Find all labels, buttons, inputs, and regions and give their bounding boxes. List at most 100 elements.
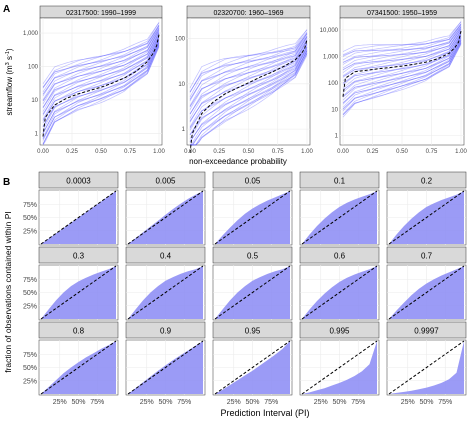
- ensemble-line: [189, 40, 308, 115]
- facet-0.5: 0.5: [212, 246, 293, 321]
- ensemble-line: [42, 47, 160, 145]
- ensemble-line: [342, 29, 462, 71]
- ensemble-line: [42, 41, 160, 138]
- facet-label: 0.995: [329, 327, 350, 336]
- ensemble-line: [342, 37, 462, 97]
- ensemble-line: [42, 35, 160, 116]
- facet-strip: [125, 321, 206, 339]
- ensemble-line: [42, 37, 160, 124]
- y-tick-label: 1,000: [23, 31, 39, 37]
- y-tick-label: 75%: [23, 352, 37, 359]
- ensemble-line: [42, 30, 160, 104]
- ensemble-line: [189, 36, 308, 115]
- ensemble-line: [342, 42, 462, 116]
- x-tick-label: 50%: [332, 399, 346, 406]
- reference-line: [127, 265, 204, 320]
- x-tick-label: 25%: [314, 399, 328, 406]
- panel-a-tag: A: [3, 4, 10, 15]
- reference-line: [214, 340, 291, 395]
- x-tick-label: 25%: [227, 399, 241, 406]
- panel-a-xlabel: non-exceedance probability: [189, 157, 287, 166]
- ensemble-line: [189, 46, 308, 139]
- ensemble-line: [189, 47, 308, 136]
- facet-strip: [299, 321, 380, 339]
- x-tick-label: 75%: [90, 399, 104, 406]
- ensemble-line: [42, 43, 160, 145]
- y-tick-label: 10: [178, 82, 185, 88]
- ensemble-line: [42, 25, 160, 95]
- ensemble-line: [342, 43, 462, 118]
- x-tick-label: 0.00: [37, 149, 49, 155]
- facet-0.0003: 0.0003 25% 50% 75%: [23, 171, 119, 246]
- ensemble-line: [189, 29, 308, 89]
- facet-strip: [125, 246, 206, 264]
- facet-strip: [299, 171, 380, 189]
- facet-strip: [386, 171, 467, 189]
- facet-label: 0.1: [334, 177, 346, 186]
- reference-line: [214, 265, 291, 320]
- y-tick-label: 10: [31, 98, 38, 104]
- ensemble-line: [42, 28, 160, 102]
- ensemble-line: [189, 46, 308, 143]
- ensemble-line: [42, 35, 160, 115]
- ensemble-line: [342, 37, 462, 101]
- ensemble-line: [42, 39, 160, 128]
- ensemble-line: [342, 35, 462, 97]
- panel-a-plots: 02317500: 1990–1999 0.00 0.25 0.50 0.75 1.00 1…: [23, 5, 467, 155]
- facet-0.005: 0.005: [125, 171, 206, 246]
- ensemble-line: [190, 50, 308, 146]
- ensemble-line: [189, 34, 308, 106]
- ensemble-line: [42, 22, 160, 88]
- ensemble-line: [342, 23, 462, 56]
- ensemble-line: [42, 34, 160, 120]
- facet-0.9997: 0.9997 25% 50% 75%: [386, 321, 467, 406]
- ensemble-line: [42, 25, 160, 89]
- y-tick-label: 75%: [23, 202, 37, 209]
- observed-flow-line: [342, 30, 462, 97]
- facet-label: 0.9997: [414, 327, 439, 336]
- ensemble-line: [189, 53, 308, 146]
- ensemble-line: [342, 24, 462, 57]
- facet-strip: [212, 246, 293, 264]
- ensemble-line: [189, 35, 308, 102]
- x-tick-label: 75%: [264, 399, 278, 406]
- facet-label: 0.9: [160, 327, 172, 336]
- x-tick-label: 50%: [419, 399, 433, 406]
- ensemble-line: [342, 37, 462, 103]
- ensemble-line: [342, 35, 462, 91]
- ensemble-line: [42, 36, 160, 127]
- facet-label: 0.6: [334, 252, 346, 261]
- ensemble-line: [342, 44, 462, 116]
- ensemble-line: [342, 21, 462, 56]
- ensemble-line: [42, 24, 160, 88]
- ensemble-line: [342, 38, 462, 98]
- facet-title: 02317500: 1990–1999: [66, 10, 136, 17]
- x-tick-label: 25%: [140, 399, 154, 406]
- observed-flow-line: [189, 39, 308, 153]
- ensemble-line: [342, 39, 462, 104]
- ensemble-line: [189, 41, 308, 115]
- ensemble-line: [42, 32, 160, 115]
- facet-label: 0.005: [155, 177, 176, 186]
- y-tick-label: 25%: [23, 378, 37, 385]
- facet-label: 0.3: [73, 252, 85, 261]
- facet-strip: [38, 321, 119, 339]
- x-tick-label: 0.00: [337, 149, 349, 155]
- ensemble-line: [189, 52, 308, 146]
- y-tick-label: 10: [331, 107, 338, 113]
- x-tick-label: 0.25: [66, 149, 78, 155]
- ensemble-line: [189, 48, 308, 146]
- reference-line: [127, 340, 204, 395]
- ensemble-line: [189, 50, 308, 146]
- ensemble-line: [189, 29, 308, 93]
- ensemble-line: [342, 40, 462, 105]
- ensemble-line: [42, 22, 160, 84]
- y-tick-label: 100: [175, 36, 186, 42]
- facet-label: 0.4: [160, 252, 172, 261]
- y-tick-label: 50%: [23, 290, 37, 297]
- x-tick-label: 0.75: [426, 149, 438, 155]
- x-tick-label: 75%: [177, 399, 191, 406]
- facet-label: 0.8: [73, 327, 85, 336]
